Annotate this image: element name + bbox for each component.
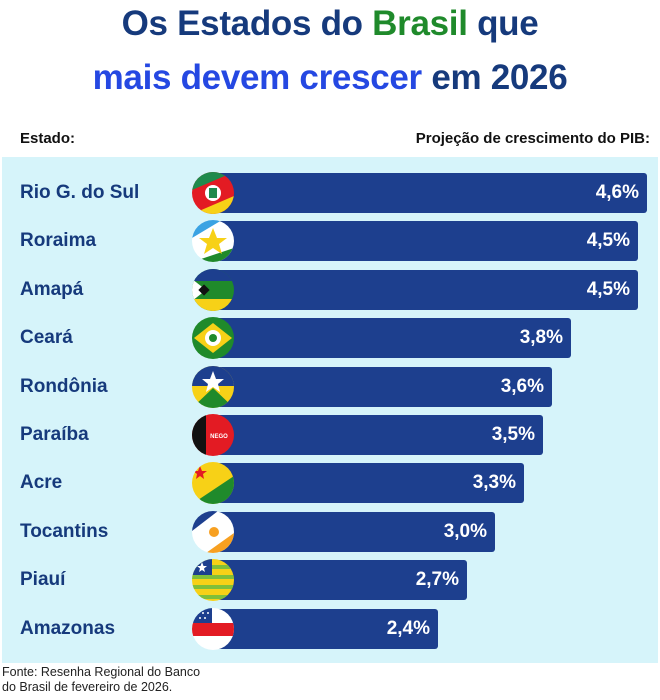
bar-row: Amapá 4,5%: [0, 268, 660, 311]
state-label: Ceará: [20, 327, 73, 349]
state-label: Rondônia: [20, 375, 108, 397]
bar-value-label: 3,0%: [443, 520, 487, 542]
bar: 3,5%: [212, 415, 543, 455]
title-line-1: Os Estados do Brasil que: [0, 4, 660, 44]
piaui-flag-icon: [192, 559, 234, 602]
column-header-state: Estado:: [20, 130, 76, 147]
amazonas-flag-icon: [192, 607, 234, 650]
rondonia-flag-icon: [192, 365, 234, 408]
title-text: que: [467, 4, 539, 43]
bar: 3,0%: [212, 511, 495, 552]
source-line: do Brasil de fevereiro de 2026.: [2, 680, 173, 694]
title-highlight: mais devem crescer: [92, 58, 423, 97]
rio-grande-do-sul-flag-icon: [192, 172, 234, 214]
bar-row: Ceará 3,8%: [0, 317, 660, 360]
title-text: em 2026: [421, 58, 568, 97]
bar-value-label: 3,5%: [491, 424, 535, 445]
state-label: Amapá: [20, 278, 84, 300]
bar-value-label: 4,6%: [595, 182, 639, 203]
bar-row: Tocantins 3,0%: [0, 510, 660, 553]
bar: 4,5%: [212, 221, 638, 262]
bar: 2,7%: [212, 560, 467, 601]
paraiba-flag-icon: NEGO: [192, 414, 234, 456]
state-label: Paraíba: [20, 424, 89, 445]
state-label: Piauí: [20, 569, 66, 591]
bar: 3,3%: [212, 463, 524, 504]
bar: 3,8%: [212, 318, 571, 359]
bar-value-label: 2,4%: [386, 617, 430, 639]
acre-flag-icon: [192, 462, 234, 505]
ceara-flag-icon: [192, 317, 234, 360]
bar: 3,6%: [212, 366, 552, 407]
bar-row: Piauí 2,7%: [0, 559, 660, 602]
bar: 4,6%: [212, 173, 647, 213]
state-label: Tocantins: [20, 520, 109, 542]
state-label: Acre: [20, 472, 63, 494]
svg-text:NEGO: NEGO: [210, 434, 228, 440]
bar-value-label: 2,7%: [415, 569, 459, 591]
bar-value-label: 4,5%: [586, 230, 630, 252]
bar-value-label: 3,3%: [472, 472, 516, 494]
bar-row: Roraima 4,5%: [0, 220, 660, 263]
state-label: Rio G. do Sul: [20, 182, 140, 203]
bar-row: Rio G. do Sul 4,6%: [0, 172, 660, 214]
bar: 2,4%: [212, 608, 438, 649]
amapa-flag-icon: [192, 268, 234, 311]
bar-row: Amazonas 2,4%: [0, 607, 660, 650]
bar: 4,5%: [212, 269, 638, 310]
title-line-2: mais devem crescer em 2026: [0, 58, 660, 98]
bar-value-label: 4,5%: [586, 278, 630, 300]
source-line: Fonte: Resenha Regional do Banco: [2, 665, 201, 679]
source-note: Fonte: Resenha Regional do Banco do Brasi…: [2, 665, 200, 695]
bar-row: Paraíba 3,5% NEGO: [0, 414, 660, 456]
title-highlight-brasil: Brasil: [372, 4, 468, 43]
tocantins-flag-icon: [192, 510, 234, 553]
roraima-flag-icon: [192, 220, 234, 263]
column-header-projection: Projeção de crescimento do PIB:: [415, 130, 650, 147]
bar-value-label: 3,6%: [500, 375, 544, 397]
bar-value-label: 3,8%: [519, 327, 563, 349]
state-label: Roraima: [20, 230, 97, 252]
title-text: Os Estados do: [121, 4, 373, 43]
state-label: Amazonas: [20, 617, 116, 639]
bar-row: Rondônia 3,6%: [0, 365, 660, 408]
bar-row: Acre 3,3%: [0, 462, 660, 505]
